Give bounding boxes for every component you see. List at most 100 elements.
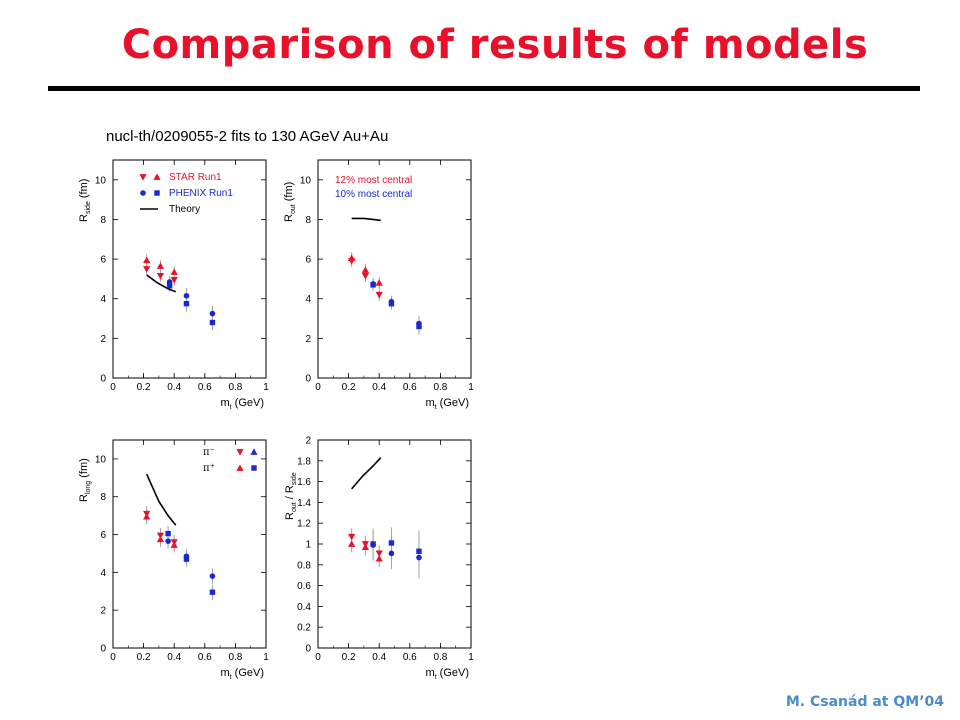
data-point-tri-down (170, 277, 178, 284)
y-tick-label: 1.2 (297, 519, 311, 530)
x-tick-label: 0.4 (167, 382, 181, 393)
x-tick-label: 0.6 (403, 652, 417, 663)
x-tick-label: 0 (315, 652, 321, 663)
y-tick-label: 10 (95, 454, 107, 465)
y-tick-label: 0.6 (297, 581, 311, 592)
legend-label: STAR Run1 (169, 172, 222, 183)
footer-credit: M. Csanád at QM’04 (785, 694, 944, 710)
y-tick-label: 6 (100, 530, 106, 541)
legend-label: Theory (169, 204, 200, 215)
data-point-tri-up (348, 540, 356, 547)
data-point-square (183, 300, 190, 307)
data-point-tri-down (348, 533, 356, 541)
x-tick-label: 0.4 (372, 652, 386, 663)
x-tick-label: 0.2 (137, 382, 151, 393)
data-point-square (370, 541, 376, 547)
x-tick-label: 0.8 (228, 652, 242, 663)
data-point-tri-down (348, 258, 356, 265)
x-tick-label: 0.6 (198, 652, 212, 663)
data-point-square (388, 300, 395, 307)
y-tick-label: 6 (305, 255, 311, 266)
y-axis-label: Rout / Rside (284, 472, 298, 520)
legend-label: 10% most central (335, 189, 412, 200)
data-point-square (416, 323, 422, 330)
data-point-tri-down (143, 510, 151, 518)
x-tick-label: 1 (263, 652, 269, 663)
x-tick-label: 1 (468, 382, 474, 393)
x-axis-label: mt (GeV) (220, 397, 264, 411)
x-tick-label: 0.6 (198, 382, 212, 393)
data-point-tri-up (375, 554, 383, 562)
legend-marker-star (236, 449, 244, 456)
y-tick-label: 1.4 (297, 498, 311, 509)
figure-caption: nucl-th/0209055-2 fits to 130 AGeV Au+Au (106, 128, 389, 145)
x-tick-label: 0 (315, 382, 321, 393)
y-tick-label: 0 (100, 644, 106, 655)
y-tick-label: 0.8 (297, 560, 311, 571)
theory-curve (146, 274, 177, 293)
legend-label: PHENIX Run1 (169, 188, 233, 199)
data-point-square (388, 540, 395, 546)
x-axis-label: mt (GeV) (425, 397, 469, 411)
data-point-tri-down (375, 550, 383, 557)
data-point-tri-down (143, 266, 151, 273)
y-tick-label: 2 (100, 606, 106, 617)
legend-marker-star (236, 464, 244, 471)
y-tick-label: 8 (100, 492, 106, 503)
data-point-tri-up (375, 279, 383, 286)
data-point-square (183, 556, 190, 562)
plot-frame (112, 439, 267, 649)
y-tick-label: 2 (305, 436, 311, 447)
data-point-square (370, 282, 376, 288)
data-point-circle (183, 292, 190, 299)
theory-curve (351, 217, 381, 222)
y-tick-label: 1.6 (297, 477, 311, 488)
data-point-square (165, 530, 171, 537)
y-tick-label: 0 (305, 374, 311, 385)
data-point-square (166, 283, 173, 289)
legend-marker-square (154, 190, 160, 196)
x-axis-label: mt (GeV) (220, 667, 264, 681)
data-point-circle (416, 554, 422, 561)
data-point-tri-down (375, 291, 383, 299)
x-tick-label: 0.8 (433, 382, 447, 393)
x-tick-label: 0.8 (433, 652, 447, 663)
y-tick-label: 0.2 (297, 623, 311, 634)
legend-marker-circle (140, 190, 146, 196)
y-tick-label: 1.8 (297, 456, 311, 467)
legend-particle-label: π⁻ (203, 447, 215, 458)
theory-curve (145, 473, 177, 526)
data-point-tri-down (170, 539, 178, 546)
y-axis-label: Rout (fm) (283, 182, 297, 222)
y-tick-label: 2 (305, 334, 311, 345)
data-point-tri-up (170, 268, 178, 275)
data-point-square (209, 589, 216, 595)
x-tick-label: 0.2 (342, 382, 356, 393)
x-tick-label: 0.4 (167, 652, 181, 663)
data-point-tri-up (361, 543, 370, 550)
data-point-circle (209, 310, 216, 317)
legend-marker-tri-up (153, 173, 161, 180)
legend-marker-phenix (251, 465, 257, 471)
data-point-square (416, 548, 422, 554)
y-tick-label: 0.4 (297, 602, 311, 613)
x-tick-label: 0.8 (228, 382, 242, 393)
y-tick-label: 4 (100, 568, 106, 579)
legend-label: 12% most central (335, 175, 412, 186)
y-tick-label: 8 (100, 215, 106, 226)
plot-frame (317, 439, 472, 649)
data-point-circle (209, 573, 216, 579)
x-tick-label: 0 (110, 382, 116, 393)
y-tick-label: 0 (100, 374, 106, 385)
theory-curve (351, 457, 382, 490)
data-point-tri-down (361, 273, 370, 280)
y-axis-label: Rside (fm) (78, 179, 92, 222)
x-tick-label: 1 (468, 652, 474, 663)
data-point-tri-up (143, 256, 151, 263)
data-point-circle (388, 550, 395, 557)
y-tick-label: 6 (100, 255, 106, 266)
